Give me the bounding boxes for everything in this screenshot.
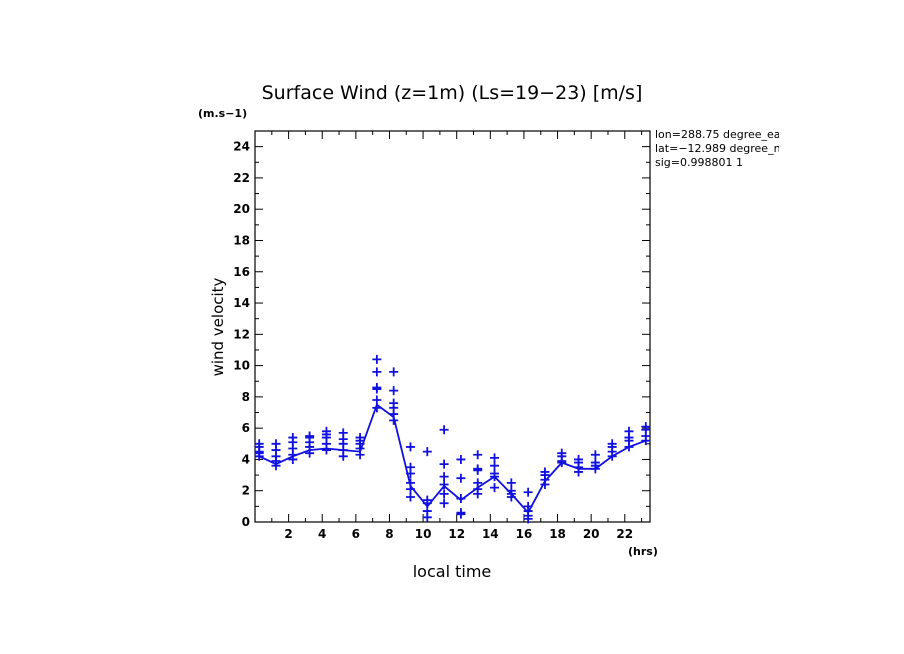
data-point [557,448,567,458]
data-point [405,478,415,488]
x-tick-label: 12 [448,527,465,541]
y-tick-label: 12 [233,327,250,341]
x-tick-label: 16 [516,527,533,541]
data-point [624,426,634,436]
data-point [590,458,600,468]
x-tick-label: 18 [549,527,566,541]
y-tick-label: 8 [242,390,250,404]
data-point [305,431,315,441]
data-point [439,472,449,482]
data-point [456,473,466,483]
y-tick-label: 16 [233,265,250,279]
data-point [372,395,382,405]
x-tick-label: 14 [482,527,499,541]
x-tick-label: 2 [284,527,292,541]
y-axis-label: wind velocity [209,277,227,376]
data-point [254,439,264,449]
data-point [490,461,500,471]
data-point [439,479,449,489]
data-point [422,495,432,505]
data-point [439,489,449,499]
data-point [456,494,466,504]
data-point [523,501,533,511]
x-tick-label: 22 [616,527,633,541]
y-tick-label: 24 [233,140,250,154]
data-point [389,367,399,377]
info-lon: lon=288.75 degree_east [655,128,779,141]
y-tick-label: 22 [233,171,250,185]
y-tick-label: 0 [242,515,250,529]
x-tick-label: 20 [583,527,600,541]
data-point [456,454,466,464]
data-point [490,483,500,493]
y-tick-label: 14 [233,296,250,310]
y-tick-label: 20 [233,202,250,216]
data-point [321,426,331,436]
data-point [405,462,415,472]
x-axis-label: local time [413,562,492,581]
y-tick-label: 2 [242,484,250,498]
data-point [641,422,651,432]
y-unit-label: (m.s−1) [198,107,247,120]
x-tick-label: 8 [385,527,393,541]
plot-frame [254,130,651,523]
data-point [506,478,516,488]
data-point [422,447,432,457]
x-tick-label: 4 [318,527,326,541]
data-point [523,487,533,497]
data-point [355,433,365,443]
y-tick-label: 18 [233,233,250,247]
y-tick-label: 10 [233,359,250,373]
data-point [574,454,584,464]
data-point [473,464,483,474]
data-point [271,439,281,449]
data-point [338,428,348,438]
info-lat: lat=−12.989 degree_north [655,142,779,155]
data-point [506,486,516,496]
data-point [439,425,449,435]
data-point [389,386,399,396]
data-point [439,459,449,469]
data-point [372,367,382,377]
y-tick-label: 6 [242,421,250,435]
data-point [590,450,600,460]
data-point [439,498,449,508]
data-point [473,450,483,460]
data-point [456,508,466,518]
x-unit-label: (hrs) [628,545,658,558]
data-point [405,442,415,452]
data-point [405,492,415,502]
mean-line [258,403,647,515]
data-point [372,382,382,392]
data-point [422,506,432,516]
info-sig: sig=0.998801 1 [655,156,743,169]
y-tick-label: 4 [242,452,250,466]
data-point [473,478,483,488]
chart-title: Surface Wind (z=1m) (Ls=19−23) [m/s] [262,82,643,104]
data-point [372,354,382,364]
data-point [607,439,617,449]
data-point [254,448,264,458]
x-tick-label: 10 [415,527,432,541]
data-point [540,467,550,477]
data-point [389,398,399,408]
data-point [288,433,298,443]
x-tick-label: 6 [352,527,360,541]
data-point [372,403,382,413]
data-point [490,453,500,463]
data-point [490,469,500,479]
